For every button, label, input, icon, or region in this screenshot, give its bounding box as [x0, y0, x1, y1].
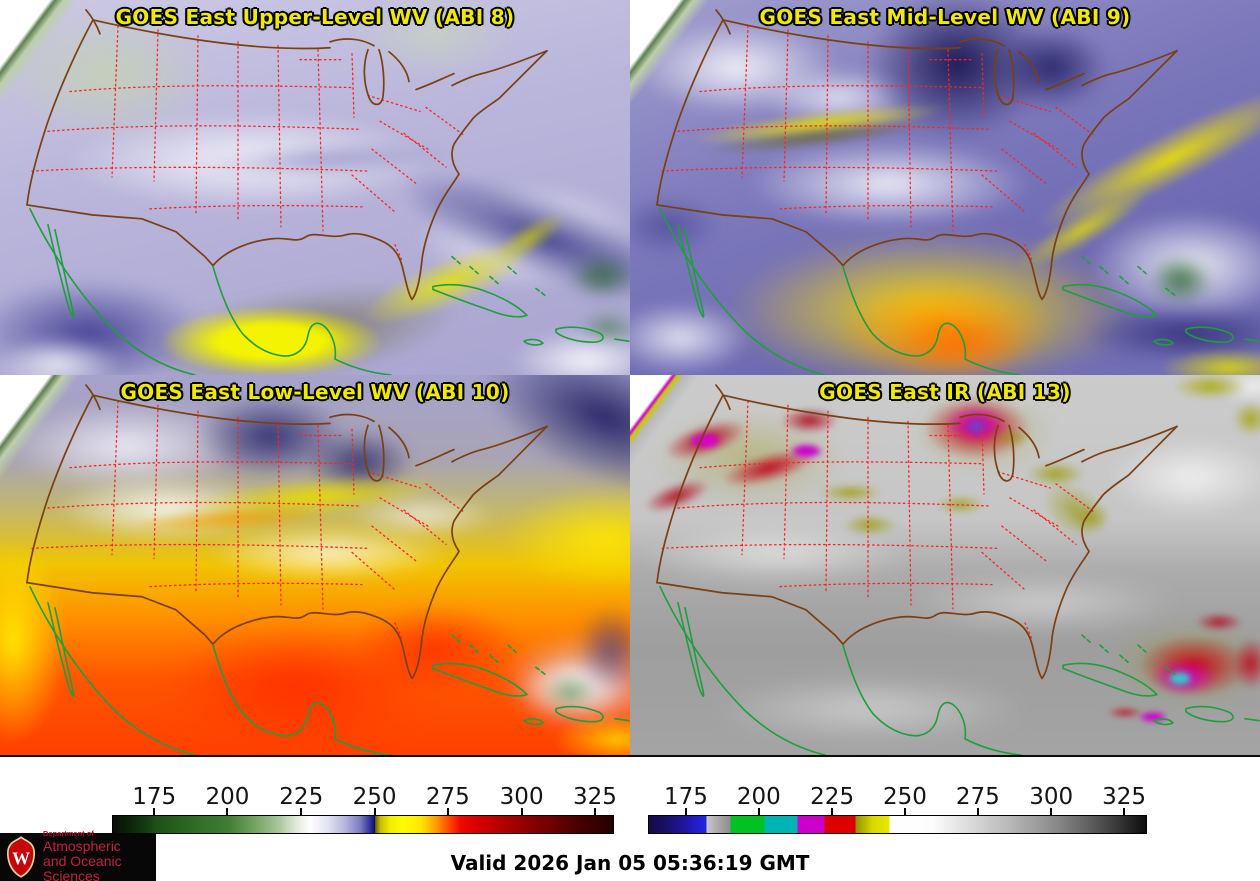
- map-boundaries: [656, 9, 1260, 375]
- imagery-blob: [327, 0, 542, 90]
- imagery-blob: [1165, 669, 1194, 687]
- map-boundaries: [656, 384, 1260, 755]
- colorbar-tick-mark: [1123, 808, 1126, 815]
- panel-grid: GOES East Upper-Level WV (ABI 8): [0, 0, 1260, 757]
- satellite-imagery-abi9: [630, 0, 1260, 375]
- imagery-blob: [1165, 375, 1254, 402]
- panel-title: GOES East Low-Level WV (ABI 10): [120, 380, 510, 404]
- panel-title: GOES East Upper-Level WV (ABI 8): [115, 5, 515, 29]
- imagery-blob: [812, 481, 889, 505]
- colorbar-tick-mark: [373, 808, 376, 815]
- colorbar-tick-mark: [831, 808, 834, 815]
- aos-logo: W Department of Atmospheric and Oceanic …: [0, 830, 156, 881]
- ir-colorbar: 175 200 225 250 275 300 325: [648, 784, 1147, 836]
- map-boundaries: [26, 384, 630, 755]
- colorbar-tick-mark: [903, 808, 906, 815]
- imagery-blob: [982, 15, 1122, 120]
- aos-logo-text: Department of Atmospheric and Oceanic Sc…: [43, 830, 151, 881]
- imagery-blob: [869, 572, 1216, 634]
- panel-ir: GOES East IR (ABI 13): [630, 375, 1260, 755]
- map-boundaries-overlay: [0, 375, 630, 755]
- colorbar-tick-label: 175: [663, 784, 708, 810]
- colorbar-tick-label: 200: [736, 784, 781, 810]
- imagery-blob: [1228, 397, 1260, 440]
- colorbar-tick-mark: [300, 808, 303, 815]
- colorbar-tick-label: 250: [352, 784, 397, 810]
- colorbar-tick-label: 225: [279, 784, 324, 810]
- panel-upper-level-wv: GOES East Upper-Level WV (ABI 8): [0, 0, 630, 375]
- imagery-blob: [932, 492, 990, 516]
- imagery-blob: [837, 511, 901, 539]
- colorbar-tick-label: 325: [1102, 784, 1146, 810]
- colorbar-tick-mark: [520, 808, 523, 815]
- colorbar-tick-mark: [153, 808, 156, 815]
- imagery-blob: [327, 489, 517, 543]
- imagery-blob: [774, 405, 845, 436]
- colorbar-tick-mark: [684, 808, 687, 815]
- colorbar-tick-label: 225: [810, 784, 855, 810]
- imagery-blob: [630, 187, 731, 263]
- panel-low-level-wv: GOES East Low-Level WV (ABI 10): [0, 375, 630, 755]
- wv-colorbar-gradient: [112, 815, 614, 834]
- imagery-blob: [560, 247, 630, 304]
- colorbar-tick-label: 325: [572, 784, 617, 810]
- imagery-blob: [1190, 610, 1248, 634]
- panel-title: GOES East IR (ABI 13): [819, 380, 1071, 404]
- colorbar-tick-mark: [757, 808, 760, 815]
- imagery-blob: [567, 595, 630, 702]
- map-boundaries: [26, 9, 630, 375]
- logo-department-line: Department of: [43, 828, 94, 838]
- imagery-blob: [1137, 711, 1169, 723]
- colorbar-tick-mark: [1050, 808, 1053, 815]
- imagery-blob: [963, 416, 990, 436]
- colorbar-tick-label: 250: [883, 784, 927, 810]
- colorbar-tick-mark: [226, 808, 229, 815]
- map-boundaries-overlay: [630, 375, 1260, 755]
- ir-colorbar-gradient: [648, 815, 1147, 834]
- imagery-blob: [787, 443, 826, 459]
- colorbar-tick-label: 275: [955, 784, 1000, 810]
- valid-timestamp: Valid 2026 Jan 05 05:36:19 GMT: [450, 851, 810, 875]
- colorbar-tick-mark: [593, 808, 596, 815]
- uw-crest-icon: W: [6, 836, 36, 878]
- logo-line-1: Atmospheric: [43, 838, 121, 855]
- map-boundaries-overlay: [630, 0, 1260, 375]
- colorbar-tick-label: 300: [499, 784, 544, 810]
- imagery-blob: [1228, 633, 1260, 695]
- colorbar-tick-label: 200: [205, 784, 250, 810]
- svg-text:W: W: [12, 849, 30, 869]
- colorbar-tick-label: 300: [1029, 784, 1074, 810]
- map-boundaries-overlay: [0, 0, 630, 375]
- satellite-imagery-abi8: [0, 0, 630, 375]
- logo-line-2: and Oceanic Sciences: [43, 853, 122, 881]
- satellite-imagery-abi10: [0, 375, 630, 755]
- imagery-blob: [869, 307, 1046, 375]
- panel-mid-level-wv: GOES East Mid-Level WV (ABI 9): [630, 0, 1260, 375]
- panel-title: GOES East Mid-Level WV (ABI 9): [759, 5, 1131, 29]
- colorbar-tick-mark: [446, 808, 449, 815]
- colorbar-tick-mark: [976, 808, 979, 815]
- imagery-blob: [1102, 705, 1147, 719]
- wv-colorbar: 175 200 225 250 275 300 325: [112, 784, 617, 836]
- colorbar-tick-label: 175: [132, 784, 177, 810]
- colorbar-tick-label: 275: [425, 784, 470, 810]
